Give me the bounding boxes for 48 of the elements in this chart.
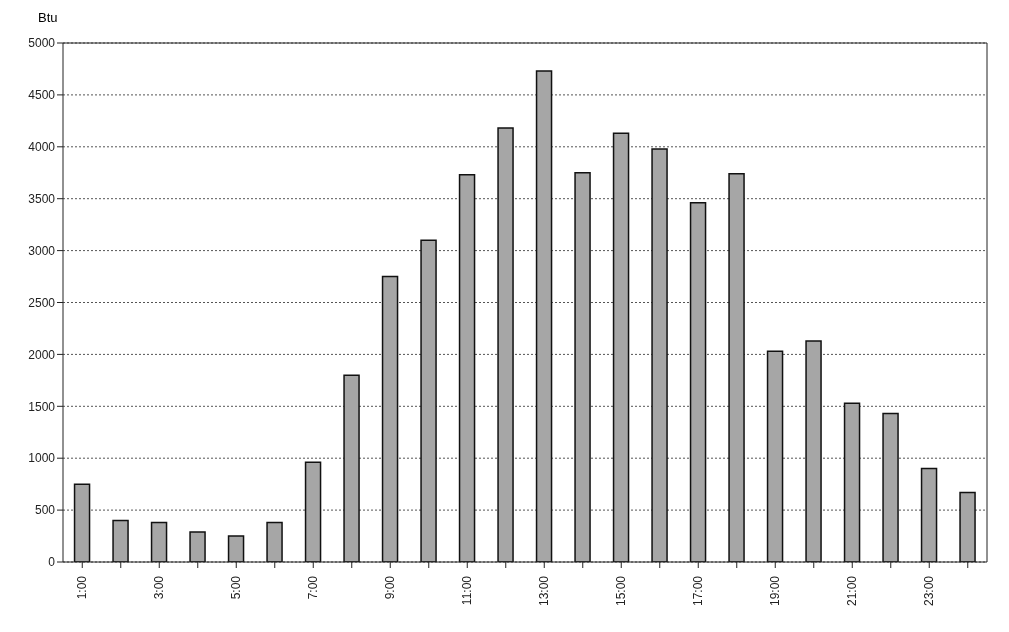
bar (766, 350, 784, 562)
bar (420, 239, 437, 562)
bar (458, 174, 476, 562)
x-tick-label: 13:00 (537, 575, 552, 607)
bar (843, 402, 861, 562)
y-tick-label: 5000 (28, 36, 56, 51)
x-tick-label: 1:00 (75, 575, 90, 600)
x-tick-label: 5:00 (229, 575, 244, 600)
bar (805, 340, 822, 562)
x-tick-label: 21:00 (845, 575, 860, 607)
bar (651, 148, 668, 562)
y-tick-label: 4500 (28, 88, 56, 103)
x-tick-label: 7:00 (306, 575, 321, 600)
y-tick-label: 1500 (28, 399, 56, 414)
x-tick-label: 15:00 (614, 575, 629, 607)
y-tick-label: 1000 (28, 451, 56, 466)
y-tick-label: 500 (34, 503, 56, 518)
bar (882, 412, 899, 562)
bar (612, 132, 630, 562)
bar (227, 535, 245, 562)
bar (189, 531, 206, 562)
y-axis-title: Btu (38, 10, 58, 25)
bar (728, 173, 745, 562)
bar (150, 521, 168, 562)
bar (73, 483, 91, 562)
bar (689, 202, 707, 562)
bar (574, 172, 591, 562)
y-tick-label: 4000 (28, 140, 56, 155)
bar (497, 127, 514, 562)
bar (343, 374, 360, 562)
x-tick-label: 11:00 (460, 575, 475, 606)
bar (959, 491, 976, 562)
bar (266, 521, 283, 562)
x-tick-label: 19:00 (768, 575, 783, 607)
bar (920, 467, 938, 562)
x-tick-label: 23:00 (922, 575, 937, 607)
bar (535, 70, 553, 562)
y-tick-label: 2500 (28, 295, 56, 310)
y-tick-label: 3500 (28, 191, 56, 206)
x-tick-label: 9:00 (383, 575, 398, 600)
y-tick-label: 0 (48, 555, 56, 570)
bar (381, 275, 399, 562)
x-tick-label: 17:00 (691, 575, 706, 607)
x-tick-label: 3:00 (152, 575, 167, 600)
bar (112, 519, 129, 562)
y-tick-label: 2000 (28, 347, 56, 362)
y-tick-label: 3000 (28, 243, 56, 258)
bar (304, 461, 322, 562)
